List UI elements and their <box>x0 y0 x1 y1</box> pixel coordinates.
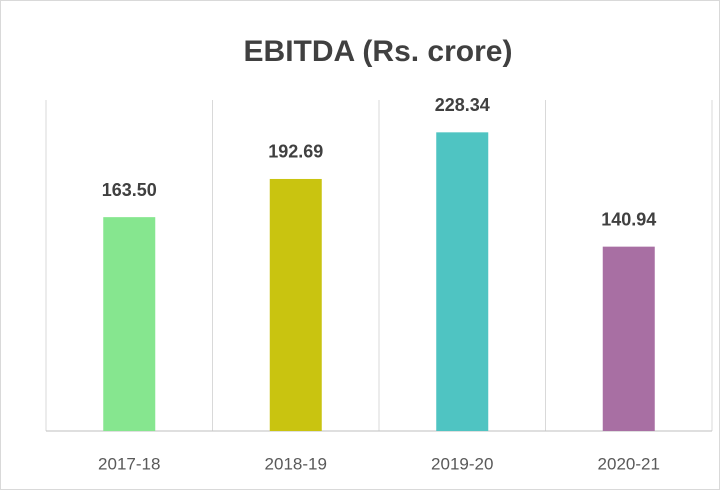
bar <box>269 178 322 431</box>
x-tick-label: 2019-20 <box>431 454 493 473</box>
bar <box>103 217 156 431</box>
chart-title: EBITDA (Rs. crore) <box>244 35 513 68</box>
x-tick-label: 2017-18 <box>98 454 160 473</box>
value-label: 163.50 <box>102 180 157 200</box>
bar <box>602 246 655 431</box>
bar <box>436 132 489 431</box>
x-tick-label: 2020-21 <box>598 454 660 473</box>
value-label: 140.94 <box>601 209 656 229</box>
x-tick-label: 2018-19 <box>265 454 327 473</box>
value-label: 192.69 <box>268 142 323 162</box>
value-label: 228.34 <box>435 95 490 115</box>
